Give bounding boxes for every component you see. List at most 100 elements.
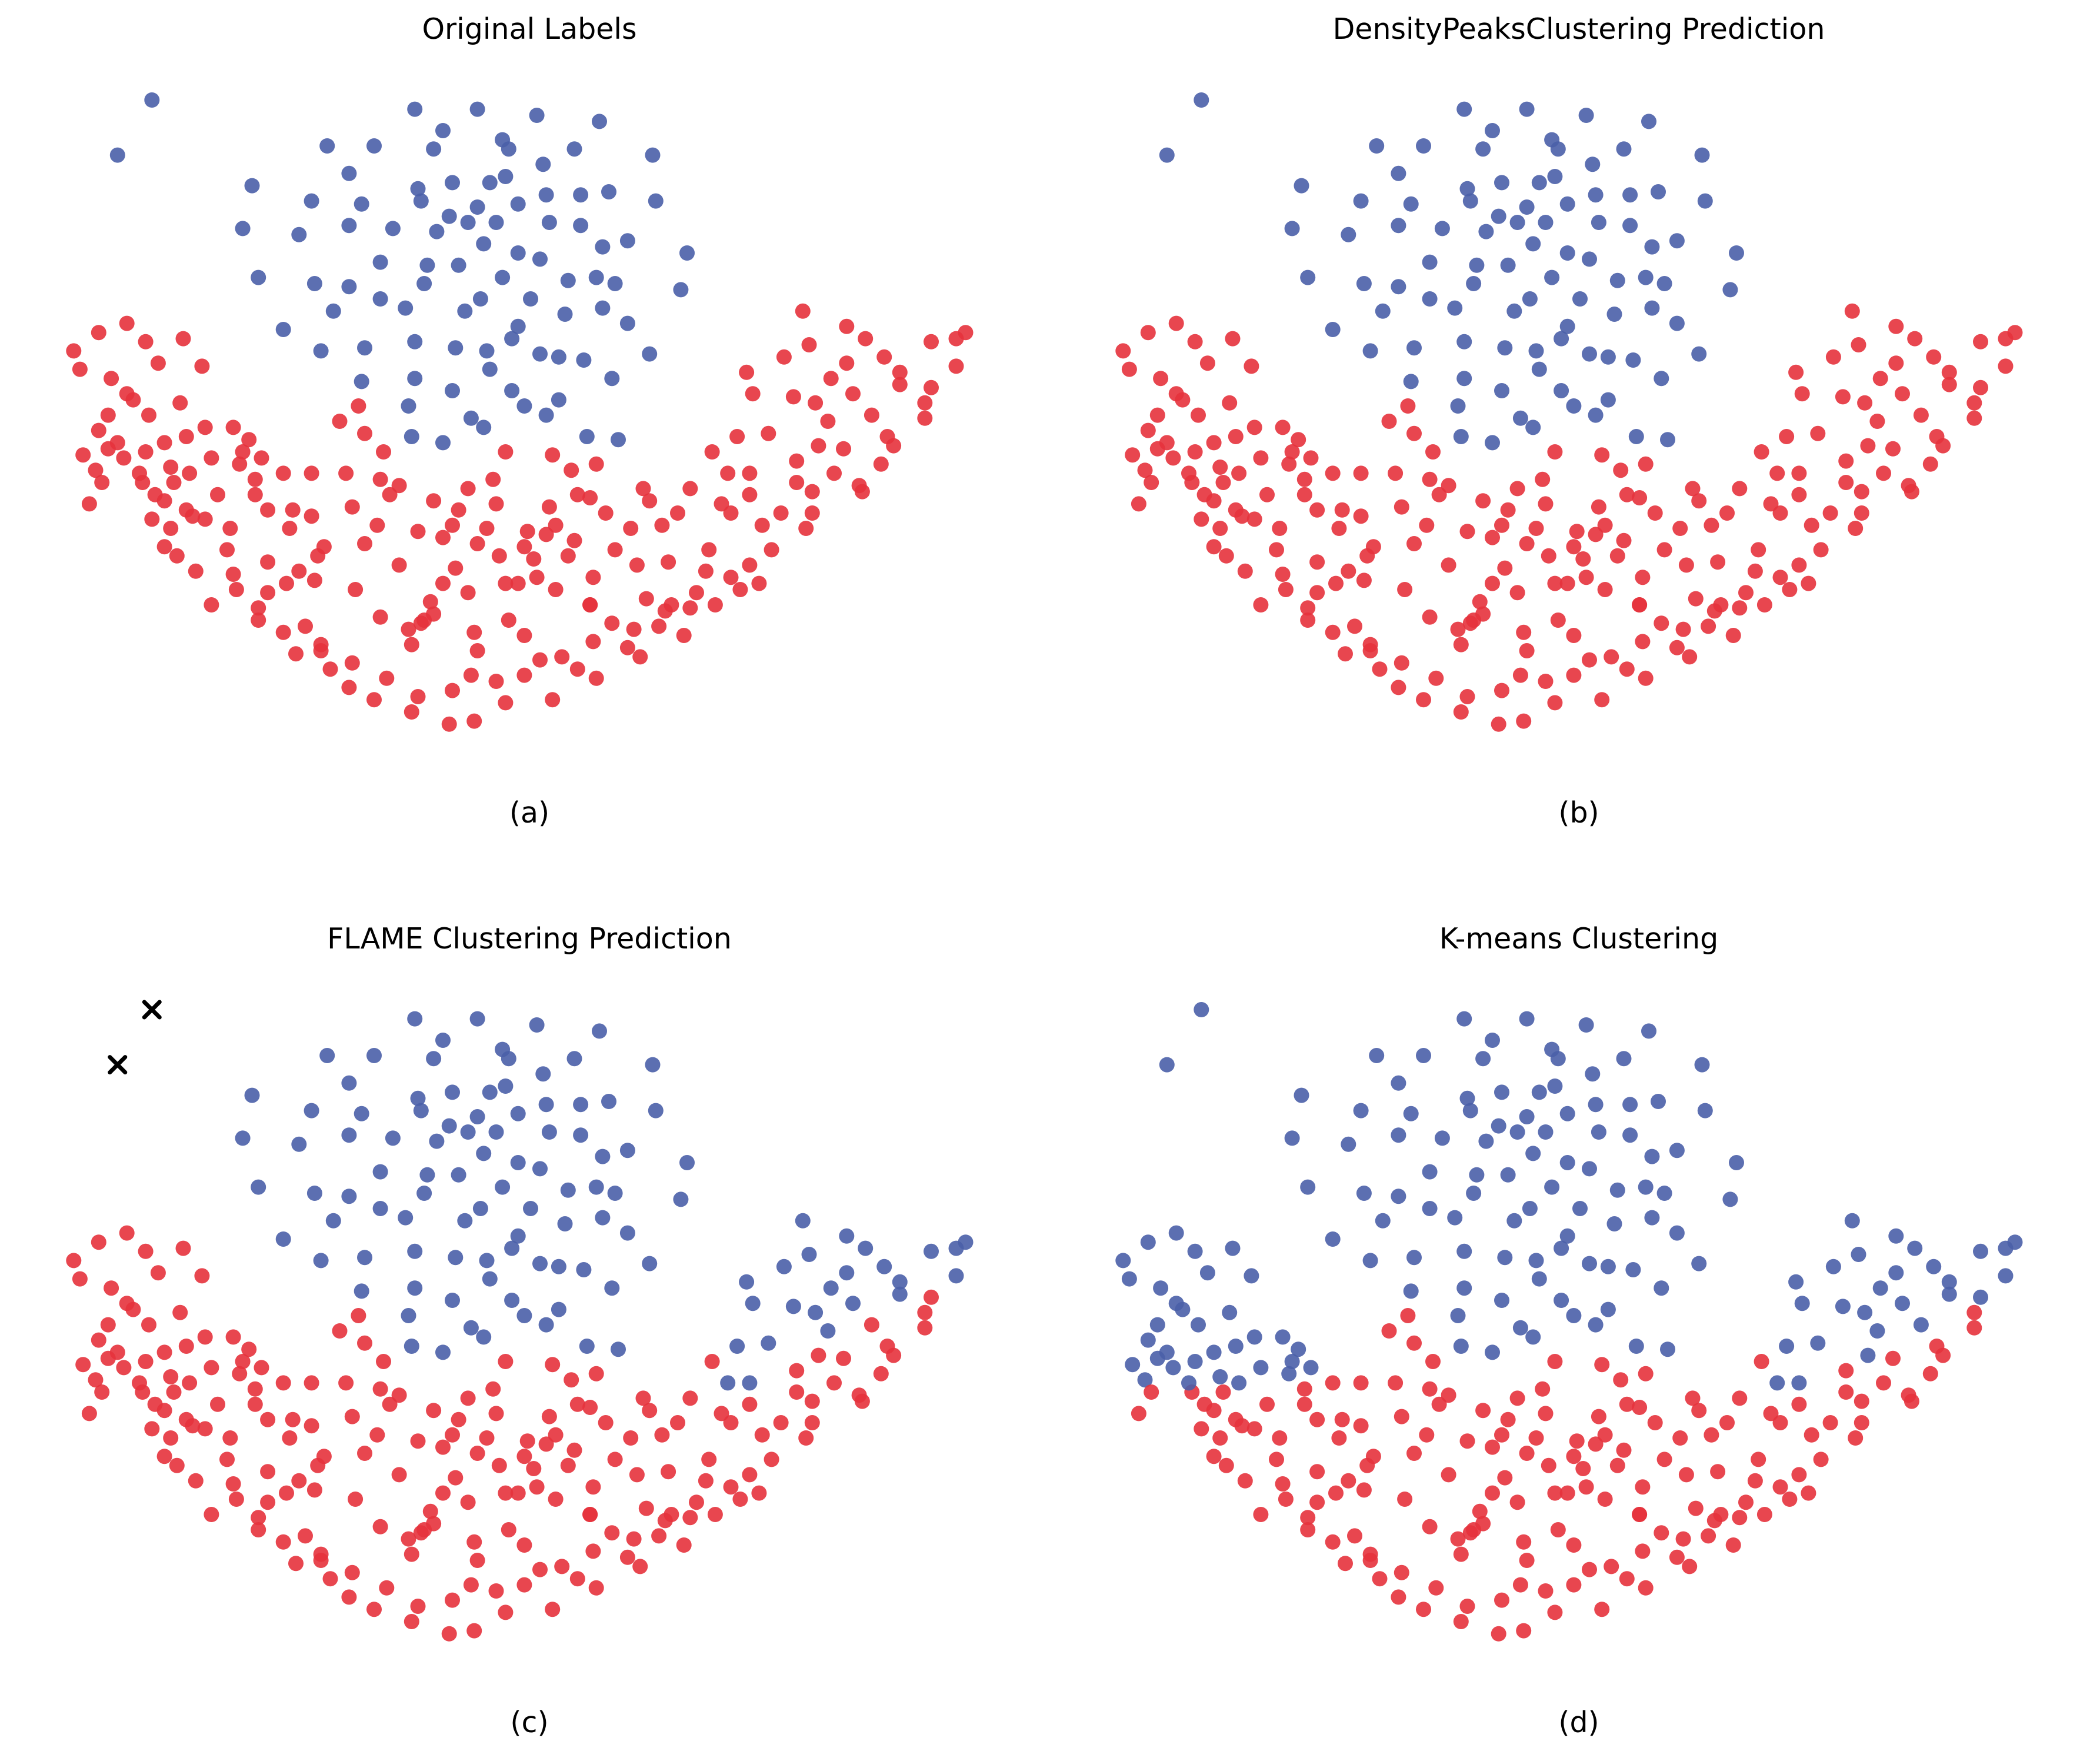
panel-d-point-red <box>1381 1323 1397 1339</box>
panel-d-caption: (d) <box>1558 1706 1599 1739</box>
panel-d-point-red <box>1613 1372 1629 1388</box>
panel-a-point-red <box>723 505 739 521</box>
panel-a-point-red <box>651 618 667 634</box>
panel-b-point-red <box>1472 594 1488 610</box>
panel-a-point-blue <box>244 178 260 194</box>
panel-a-point-red <box>138 334 154 349</box>
panel-a-point-red <box>241 432 257 448</box>
panel-b-point-blue <box>1525 420 1541 435</box>
panel-b-point-blue <box>1628 429 1644 444</box>
panel-d-point-red <box>1509 1494 1525 1510</box>
panel-a-point-red <box>751 575 767 591</box>
panel-c-point-blue <box>244 1087 260 1103</box>
panel-b-point-red <box>1459 524 1475 540</box>
panel-c-point-red <box>811 1347 826 1363</box>
panel-b-point-red <box>1246 420 1262 435</box>
panel-b-point-red <box>1619 661 1635 677</box>
panel-a-point-red <box>298 618 313 634</box>
panel-d-point-blue <box>1231 1375 1247 1391</box>
panel-d-point-blue <box>1494 1084 1509 1100</box>
panel-b-point-red <box>1575 551 1591 567</box>
panel-d-point-blue <box>1572 1201 1588 1216</box>
panel-d: K-means Clustering (d) <box>1115 922 2023 1739</box>
panel-b-point-red <box>1635 570 1651 585</box>
panel-b-point-blue <box>1622 218 1638 234</box>
panel-c-point-red <box>798 1430 814 1446</box>
panel-a-point-blue <box>619 315 635 331</box>
panel-c-point-red <box>254 1360 269 1376</box>
panel-c-point-red <box>185 1418 201 1434</box>
panel-a-point-red <box>654 517 670 533</box>
panel-d-point-blue <box>1391 1075 1406 1091</box>
panel-a-point-blue <box>251 269 266 285</box>
panel-d-point-red <box>1325 1534 1341 1550</box>
panel-d-point-blue <box>1769 1375 1785 1391</box>
panel-a-point-blue <box>460 215 476 230</box>
panel-a-point-blue <box>416 276 432 291</box>
panel-d-point-red <box>1672 1430 1688 1446</box>
panel-c-point-red <box>501 1522 516 1537</box>
panel-b-point-red <box>1269 542 1284 558</box>
panel-c-point-blue <box>251 1179 266 1195</box>
panel-a-point-red <box>632 649 648 665</box>
panel-c-point-blue <box>679 1155 695 1170</box>
panel-d-point-blue <box>1115 1253 1131 1269</box>
panel-a-point-blue <box>566 141 582 157</box>
panel-c-point-blue <box>401 1308 416 1323</box>
panel-b-point-red <box>1804 517 1819 533</box>
panel-b-point-red <box>1284 444 1300 460</box>
panel-b-point-red <box>1782 582 1798 597</box>
panel-c-point-red <box>188 1473 204 1489</box>
panel-c-point-blue <box>645 1057 661 1073</box>
panel-c-point-red <box>764 1452 779 1467</box>
panel-c-point-red <box>91 1332 106 1348</box>
panel-d-point-red <box>1275 1476 1291 1492</box>
panel-b-point-blue <box>1694 147 1710 163</box>
panel-b-point-blue <box>1522 291 1538 307</box>
panel-b-point-red <box>1756 597 1772 612</box>
panel-a-point-blue <box>469 101 485 117</box>
panel-c-point-red <box>754 1427 770 1443</box>
panel-a-point-red <box>225 567 241 582</box>
panel-d-point-red <box>1654 1525 1669 1541</box>
panel-c-point-red <box>410 1433 426 1449</box>
panel-d-point-blue <box>1554 1240 1569 1256</box>
panel-b-point-blue <box>1369 138 1385 154</box>
panel-d-point-blue <box>1325 1231 1341 1247</box>
panel-a-point-red <box>341 680 357 695</box>
panel-c-point-red <box>228 1492 244 1507</box>
panel-c-point-red <box>498 1354 514 1369</box>
panel-d-point-blue <box>1391 1189 1406 1204</box>
panel-c-point-blue <box>407 1280 423 1296</box>
panel-c-point-red <box>376 1354 391 1369</box>
panel-b-point-red <box>1300 612 1316 628</box>
panel-b-point-red <box>2007 325 2023 341</box>
panel-b-point-red <box>1153 371 1169 387</box>
panel-a-point-red <box>306 572 322 588</box>
panel-c-point-red <box>460 1390 476 1406</box>
panel-b-point-blue <box>1656 276 1672 291</box>
panel-a-point-red <box>839 318 855 334</box>
panel-c-point-blue <box>924 1243 939 1259</box>
panel-c-point-red <box>382 1396 398 1412</box>
panel-b-point-red <box>1788 364 1804 380</box>
panel-d-point-red <box>1763 1406 1779 1422</box>
panel-a-point-blue <box>529 108 545 123</box>
panel-d-point-red <box>1341 1473 1356 1489</box>
panel-c-point-blue <box>892 1274 908 1290</box>
panel-a-point-blue <box>479 343 495 359</box>
panel-b-point-red <box>1926 349 1942 365</box>
panel-d-point-blue <box>1691 1256 1707 1271</box>
panel-b-point-red <box>1941 377 1957 392</box>
panel-d-point-blue <box>1159 1057 1175 1073</box>
panel-d-point-red <box>1459 1599 1475 1614</box>
panel-a-point-red <box>742 465 758 481</box>
panel-d-point-blue <box>1187 1243 1203 1259</box>
panel-a-point-blue <box>435 123 451 138</box>
panel-c-point-blue <box>413 1103 429 1118</box>
panel-b-point-red <box>1609 548 1625 564</box>
panel-c-point-red <box>372 1381 388 1397</box>
panel-a-point-red <box>698 563 714 579</box>
panel-b-point-blue <box>1519 101 1535 117</box>
panel-b-point-blue <box>1159 147 1175 163</box>
